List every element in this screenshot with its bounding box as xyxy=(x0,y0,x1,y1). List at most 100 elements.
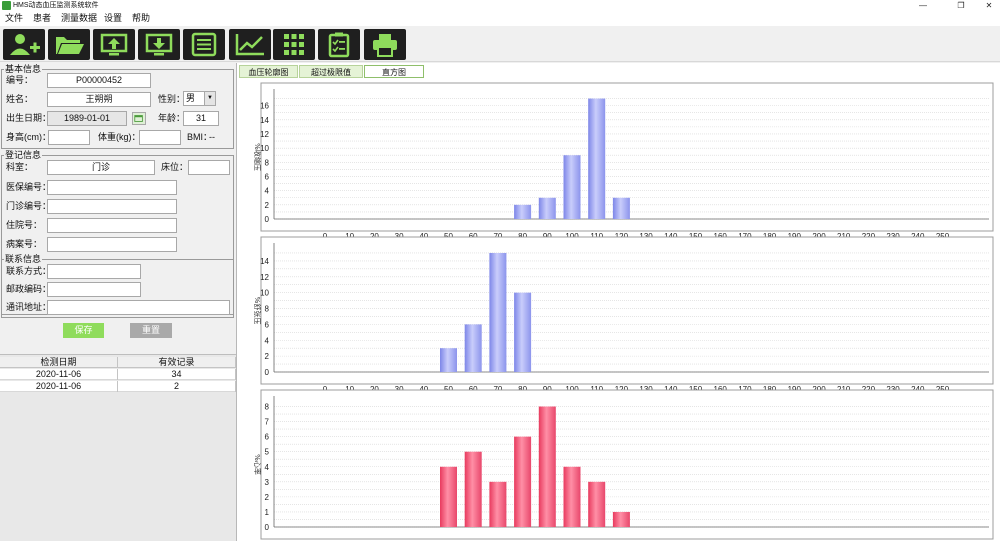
trend-chart-icon xyxy=(235,34,264,56)
contact-group: 联系信息 联系方式： 邮政编码： 通讯地址： xyxy=(1,254,234,318)
bed-field[interactable] xyxy=(188,160,230,175)
upload-button[interactable] xyxy=(93,29,135,60)
print-button[interactable] xyxy=(364,29,406,60)
tab-over-limit[interactable]: 超过极限值 xyxy=(299,65,363,78)
insurance-label: 医保编号： xyxy=(6,182,52,192)
registration-group: 登记信息 科室： 门诊 床位： 医保编号： 门诊编号： 住院号： 病案号： xyxy=(1,150,234,315)
menu-measurement[interactable]: 测量数据 xyxy=(61,13,98,23)
age-field[interactable]: 31 xyxy=(183,111,219,126)
name-field[interactable]: 王朔朔 xyxy=(47,92,151,107)
y-tick-label: 0 xyxy=(265,523,270,532)
height-field[interactable] xyxy=(48,130,90,145)
phone-field[interactable] xyxy=(47,264,141,279)
row-date: 2020-11-06 xyxy=(0,381,118,392)
list-button[interactable] xyxy=(183,29,225,60)
open-folder-icon xyxy=(56,37,84,54)
upload-icon xyxy=(100,33,128,56)
case-field[interactable] xyxy=(47,237,177,252)
bar xyxy=(563,155,581,219)
table-header: 检测日期 有效记录 xyxy=(0,357,236,368)
chart-frame xyxy=(260,236,994,385)
report-button[interactable] xyxy=(318,29,360,60)
y-axis-label: %收缩压 xyxy=(253,143,262,171)
table-row[interactable]: 2020-11-06 34 xyxy=(0,369,236,380)
contact-title: 联系信息 xyxy=(4,254,43,265)
gender-label: 性别： xyxy=(158,94,186,104)
birth-label: 出生日期： xyxy=(6,113,52,123)
reset-button[interactable]: 重置 xyxy=(130,323,172,338)
y-tick-label: 2 xyxy=(265,352,270,361)
window-title: HMS动态血压监测系统软件 xyxy=(13,2,99,9)
printer-icon xyxy=(373,34,397,57)
birth-date-field[interactable]: 1989-01-01 xyxy=(47,111,127,126)
y-tick-label: 2 xyxy=(265,493,270,502)
y-tick-label: 12 xyxy=(260,273,269,282)
patient-info-panel: 基本信息 编号： P00000452 姓名： 王朔朔 性别： 男 ▼ 出生日期：… xyxy=(0,63,236,541)
download-button[interactable] xyxy=(138,29,180,60)
dropdown-arrow-icon[interactable]: ▼ xyxy=(204,92,215,105)
calendar-icon[interactable] xyxy=(132,112,146,125)
bar xyxy=(538,197,556,219)
y-tick-label: 12 xyxy=(260,130,269,139)
open-button[interactable] xyxy=(48,29,90,60)
department-label: 科室： xyxy=(6,162,34,172)
save-button[interactable]: 保存 xyxy=(63,323,104,338)
y-tick-label: 4 xyxy=(265,463,270,472)
weight-field[interactable] xyxy=(139,130,181,145)
bar xyxy=(489,252,507,372)
minimize-button[interactable]: — xyxy=(919,1,927,10)
y-axis-label: %心率 xyxy=(253,454,262,475)
address-field[interactable] xyxy=(47,300,230,315)
id-label: 编号： xyxy=(6,75,34,85)
bed-label: 床位： xyxy=(161,162,189,172)
bar xyxy=(489,481,507,527)
bar xyxy=(464,451,482,527)
bar xyxy=(440,466,457,527)
add-patient-button[interactable] xyxy=(3,29,45,60)
bmi-value: -- xyxy=(209,132,215,142)
department-field[interactable]: 门诊 xyxy=(47,160,155,175)
y-tick-label: 0 xyxy=(265,368,270,377)
menu-patient[interactable]: 患者 xyxy=(33,13,52,23)
title-bar: HMS动态血压监测系统软件 — ❐ ✕ xyxy=(0,0,1000,11)
gender-value: 男 xyxy=(186,93,196,103)
y-tick-label: 8 xyxy=(265,158,270,167)
y-tick-label: 8 xyxy=(265,305,270,314)
outpatient-field[interactable] xyxy=(47,199,177,214)
grid-button[interactable] xyxy=(273,29,315,60)
y-tick-label: 14 xyxy=(260,116,269,125)
case-label: 病案号： xyxy=(6,239,43,249)
row-count: 2 xyxy=(118,381,236,392)
y-tick-label: 1 xyxy=(265,508,270,517)
tab-bp-profile[interactable]: 血压轮廓图 xyxy=(239,65,298,78)
header-count[interactable]: 有效记录 xyxy=(118,357,236,368)
records-table: 检测日期 有效记录 2020-11-06 34 2020-11-06 2 xyxy=(0,354,236,541)
close-button[interactable]: ✕ xyxy=(985,1,993,10)
height-label: 身高(cm)： xyxy=(6,132,51,142)
menu-settings[interactable]: 设置 xyxy=(104,13,123,23)
basic-info-group: 基本信息 编号： P00000452 姓名： 王朔朔 性别： 男 ▼ 出生日期：… xyxy=(1,64,234,149)
trend-button[interactable] xyxy=(229,29,271,60)
zip-field[interactable] xyxy=(47,282,141,297)
row-date: 2020-11-06 xyxy=(0,369,118,380)
bar xyxy=(440,348,457,372)
header-date[interactable]: 检测日期 xyxy=(0,357,118,368)
insurance-field[interactable] xyxy=(47,180,177,195)
table-row[interactable]: 2020-11-06 2 xyxy=(0,381,236,392)
y-tick-label: 10 xyxy=(260,289,269,298)
bar xyxy=(588,98,606,219)
id-field[interactable]: P00000452 xyxy=(47,73,151,88)
tab-histogram[interactable]: 直方图 xyxy=(364,65,424,78)
restore-button[interactable]: ❐ xyxy=(957,1,965,10)
outpatient-label: 门诊编号： xyxy=(6,201,52,211)
add-patient-icon xyxy=(10,34,40,55)
inpatient-field[interactable] xyxy=(47,218,177,233)
menu-file[interactable]: 文件 xyxy=(5,13,24,23)
gender-select[interactable]: 男 ▼ xyxy=(183,91,216,106)
y-tick-label: 10 xyxy=(260,144,269,153)
registration-title: 登记信息 xyxy=(4,150,43,161)
bmi-label: BMI： xyxy=(187,132,213,142)
bar xyxy=(588,481,606,527)
zip-label: 邮政编码： xyxy=(6,284,52,294)
menu-help[interactable]: 帮助 xyxy=(132,13,151,23)
